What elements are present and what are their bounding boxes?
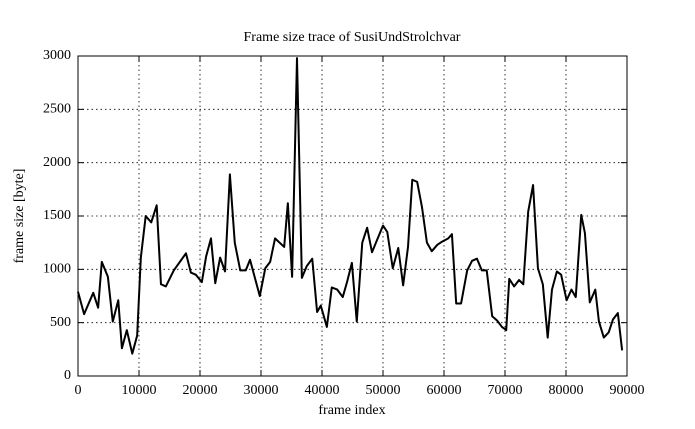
- data-line: [77, 57, 624, 355]
- y-tick-label: 1000: [43, 262, 71, 277]
- x-tick-label: 0: [75, 383, 82, 398]
- x-tick-label: 10000: [122, 383, 157, 398]
- y-axis-label: frame size [byte]: [12, 169, 27, 264]
- y-tick-label: 1500: [43, 208, 71, 223]
- x-tick-label: 90000: [610, 383, 645, 398]
- x-tick-label: 60000: [427, 383, 462, 398]
- y-tick-label: 2000: [43, 155, 71, 170]
- chart-title: Frame size trace of SusiUndStrolchvar: [244, 30, 461, 45]
- x-tick-label: 70000: [488, 383, 523, 398]
- y-tick-label: 2500: [43, 102, 71, 117]
- x-tick-label: 50000: [366, 383, 401, 398]
- x-tick-label: 30000: [244, 383, 279, 398]
- x-tick-label: 20000: [183, 383, 218, 398]
- y-tick-label: 0: [64, 368, 71, 383]
- y-tick-label: 500: [50, 315, 71, 330]
- x-axis-label: frame index: [318, 403, 385, 418]
- x-tick-label: 40000: [305, 383, 340, 398]
- plot-frame: [77, 55, 628, 377]
- y-tick-label: 3000: [43, 48, 71, 63]
- x-tick-label: 80000: [549, 383, 584, 398]
